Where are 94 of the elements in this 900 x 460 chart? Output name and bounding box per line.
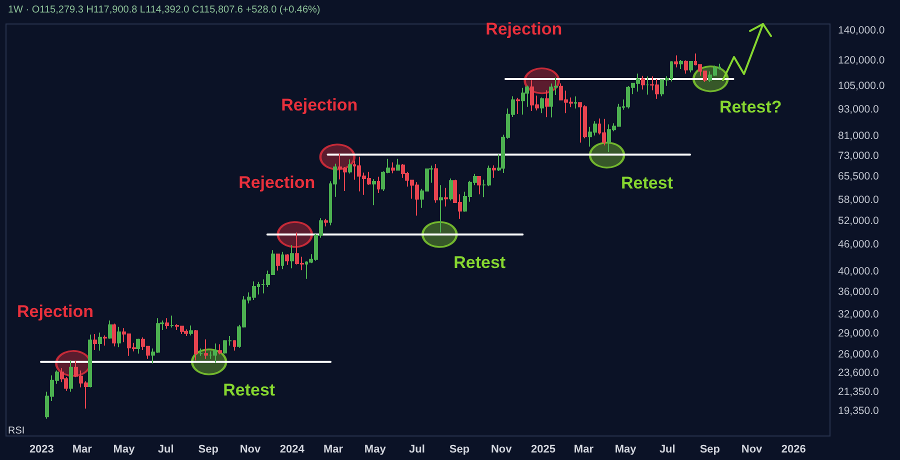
y-tick-label: 29,000.0 [838, 327, 880, 340]
candlestick [213, 343, 217, 364]
annotation: Rejection [281, 95, 358, 114]
candlestick [391, 162, 395, 174]
x-tick-label: 2024 [280, 444, 306, 456]
candlestick [189, 325, 193, 336]
y-tick-label: 36,000.0 [838, 286, 880, 298]
candlestick [540, 97, 544, 114]
candlestick [574, 96, 577, 110]
y-tick-label: 32,000.0 [838, 308, 880, 320]
x-tick-label: Sep [198, 444, 219, 456]
y-tick-label: 140,000.0 [838, 24, 885, 37]
candlestick [602, 118, 606, 146]
candlestick [170, 315, 174, 328]
candlestick [439, 184, 443, 234]
candlestick [69, 360, 73, 392]
candlestick [112, 323, 116, 347]
y-tick-label: 105,000.0 [838, 80, 885, 92]
y-tick-label: 52,000.0 [838, 215, 880, 228]
candlestick [679, 60, 683, 70]
x-tick-label: Mar [323, 444, 344, 456]
x-tick-label: 2026 [781, 444, 806, 456]
candlestick [165, 318, 169, 330]
x-tick-label: May [614, 444, 638, 456]
candlestick [674, 54, 678, 68]
annotation: Rejection [238, 173, 316, 192]
annotation: Rejection [16, 302, 94, 321]
x-tick-label: Jul [158, 444, 174, 456]
candlestick [684, 60, 688, 74]
x-tick-label: 2023 [29, 444, 54, 456]
x-tick-label: Jul [659, 444, 676, 456]
candlestick [689, 60, 693, 73]
candlestick [204, 338, 208, 360]
y-tick-label: 23,600.0 [838, 366, 880, 379]
candlestick [285, 254, 289, 266]
x-tick-label: May [113, 444, 136, 456]
candlestick [199, 348, 203, 356]
candlestick [117, 326, 121, 348]
y-tick-label: 65,500.0 [838, 170, 880, 183]
candlestick [103, 334, 107, 346]
candlestick [324, 218, 328, 227]
candlestick [641, 75, 645, 90]
candlestick [521, 87, 525, 116]
y-tick-label: 40,000.0 [838, 266, 880, 278]
y-tick-label: 58,000.0 [838, 194, 880, 206]
candlestick [396, 158, 400, 172]
annotation: RSI [8, 426, 25, 436]
candlestick [98, 332, 102, 352]
x-tick-label: Jul [409, 444, 425, 456]
candlestick [281, 251, 284, 270]
candlestick [434, 163, 438, 204]
annotation: Rejection [486, 19, 562, 38]
candlestick [545, 90, 549, 118]
candlestick [348, 158, 352, 174]
y-tick-label: 26,000.0 [838, 348, 880, 360]
candlestick [444, 187, 448, 208]
candlestick [477, 176, 481, 195]
candlestick [93, 334, 97, 350]
candlestick [218, 344, 222, 355]
x-tick-label: May [364, 444, 387, 456]
x-tick-label: Mar [574, 444, 594, 456]
candlestick [233, 340, 236, 352]
candlestick [377, 176, 380, 194]
candlestick [108, 320, 112, 340]
candlestick [88, 334, 92, 388]
candlestick [290, 244, 294, 269]
annotation: Retest [223, 380, 276, 400]
y-tick-label: 73,000.0 [838, 150, 880, 162]
y-tick-label: 46,000.0 [838, 238, 880, 251]
x-tick-label: Mar [72, 444, 93, 456]
x-tick-label: 2025 [530, 444, 556, 456]
annotation: Retest [454, 253, 506, 272]
x-tick-label: Sep [449, 444, 470, 456]
candlestick [492, 164, 496, 178]
y-tick-label: 93,000.0 [838, 103, 880, 116]
x-tick-label: Nov [490, 444, 513, 456]
x-tick-label: Nov [240, 444, 262, 456]
annotation: Retest? [719, 97, 782, 116]
candlestick [194, 330, 198, 361]
y-tick-label: 81,000.0 [838, 130, 880, 142]
text: 1W · O115,279.3 H117,900.8 L114,392.0 C115,807.6 +528.0 (+0.46%) [8, 4, 320, 16]
candlestick [136, 338, 140, 354]
candlestick [449, 178, 453, 201]
candlestick [646, 76, 649, 96]
candlestick [516, 97, 520, 114]
x-tick-label: Sep [700, 444, 720, 456]
y-tick-label: 19,350.0 [838, 405, 880, 418]
x-tick-label: Nov [741, 444, 764, 456]
candlestick [372, 178, 376, 206]
y-tick-label: 120,000.0 [838, 54, 885, 66]
candlestick [184, 328, 188, 337]
annotation: Retest [621, 174, 674, 193]
candlestick [276, 254, 280, 272]
y-tick-label: 21,350.0 [838, 386, 880, 398]
